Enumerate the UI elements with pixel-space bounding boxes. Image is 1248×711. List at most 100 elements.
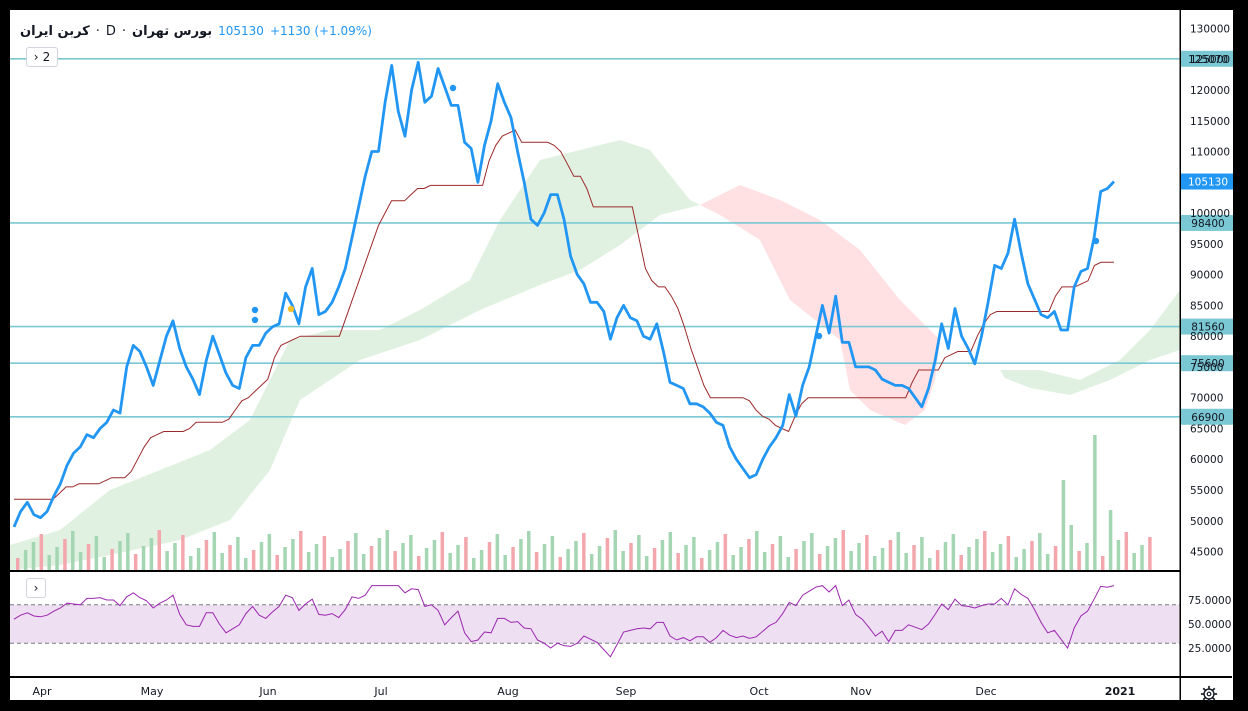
volume-bar <box>1148 537 1152 570</box>
volume-bar <box>935 550 940 570</box>
x-tick-label: May <box>141 685 164 698</box>
y-tick-label: 50000 <box>1190 516 1223 528</box>
volume-bar <box>188 556 193 570</box>
last-price-label-bg <box>1181 173 1233 190</box>
x-tick-label: 2021 <box>1105 685 1136 698</box>
volume-bar <box>731 555 735 570</box>
volume-bar <box>621 551 625 570</box>
chevron-right-icon: › <box>33 50 39 64</box>
volume-bar <box>786 557 790 570</box>
volume-bar <box>299 531 303 570</box>
volume-bar <box>330 557 334 570</box>
volume-bar <box>1053 546 1058 570</box>
volume-bar <box>479 550 484 570</box>
indicators-toggle[interactable]: › 2 <box>26 47 58 67</box>
level-label-bg <box>1181 214 1233 231</box>
volume-bar <box>361 554 366 570</box>
volume-bar <box>574 541 578 570</box>
volume-bar <box>825 546 830 570</box>
volume-bar <box>503 555 507 570</box>
volume-bar <box>794 549 798 570</box>
volume-bar <box>519 539 523 570</box>
y-tick-label: 130000 <box>1190 23 1230 35</box>
level-label: 66900 <box>1191 412 1224 424</box>
y-tick-label: 80000 <box>1190 331 1223 343</box>
volume-bar <box>629 543 633 570</box>
volume-bar <box>133 554 138 570</box>
volume-bar <box>338 549 342 570</box>
level-label: 81560 <box>1191 322 1224 334</box>
y-tick-label: 60000 <box>1190 454 1223 466</box>
volume-bar <box>888 540 893 570</box>
level-label-bg <box>1181 50 1233 67</box>
y-tick-label: 45000 <box>1190 547 1223 559</box>
rsi-line <box>13 584 1115 658</box>
gear-icon[interactable] <box>1200 685 1218 703</box>
indicators-count: 2 <box>42 50 51 64</box>
volume-bar <box>424 548 429 570</box>
price-series-line <box>12 60 1116 528</box>
symbol-name[interactable]: كربن ايران <box>20 23 90 39</box>
volume-bar <box>110 549 114 570</box>
chevron-right-icon: › <box>33 581 39 595</box>
volume-bar <box>78 552 83 570</box>
y-tick-label: 70000 <box>1190 393 1223 405</box>
volume-bar <box>275 555 279 570</box>
y-tick-label: 65000 <box>1190 423 1223 435</box>
level-label: 98400 <box>1191 218 1224 230</box>
interval-label[interactable]: D <box>105 23 116 39</box>
volume-bar <box>495 534 500 570</box>
y-tick-label: 100000 <box>1190 208 1230 220</box>
signal-marker <box>251 316 259 324</box>
volume-bar <box>849 551 853 570</box>
volume-bar <box>723 534 728 570</box>
volume-bar <box>542 544 547 570</box>
volume-bar <box>778 536 783 570</box>
signal-marker <box>251 306 259 314</box>
volume-bar <box>613 530 618 570</box>
volume-bar <box>228 545 232 570</box>
volume-bar <box>267 534 272 570</box>
volume-bar <box>39 534 44 570</box>
volume-bar <box>841 530 846 570</box>
volume-bar <box>762 552 767 570</box>
volume-bar <box>322 536 327 570</box>
rsi-band <box>10 604 1180 644</box>
level-label: 75600 <box>1191 358 1224 370</box>
volume-bar <box>1022 549 1026 570</box>
y-tick-label: 75000 <box>1190 362 1223 374</box>
volume-bar <box>181 535 185 570</box>
volume-bar <box>63 539 67 570</box>
volume-bar <box>487 542 492 570</box>
volume-bar <box>314 544 319 570</box>
volume-bar <box>71 531 75 570</box>
volume-bar <box>998 544 1003 570</box>
level-label-bg <box>1181 408 1233 425</box>
rsi-toggle[interactable]: › <box>26 578 46 598</box>
volume-bar <box>652 548 657 570</box>
volume-bar <box>920 537 924 570</box>
volume-bar <box>676 553 680 570</box>
volume-bar <box>369 546 374 570</box>
volume-bar <box>377 538 382 570</box>
volume-bar <box>644 556 649 570</box>
volume-bar <box>1030 541 1034 570</box>
volume-bar <box>967 547 971 570</box>
volume-bar <box>700 558 704 570</box>
volume-bar <box>582 533 586 570</box>
last-price: 105130 <box>218 24 264 38</box>
volume-bar <box>817 554 822 570</box>
volume-bar <box>102 557 106 570</box>
last-price-label: 105130 <box>1188 177 1228 189</box>
volume-bar <box>880 548 885 570</box>
volume-bar <box>1077 551 1081 570</box>
y-tick-label: 120000 <box>1190 85 1230 97</box>
volume-bar <box>118 541 122 570</box>
volume-bar <box>755 531 759 570</box>
volume-bar <box>865 535 869 570</box>
separator: · <box>95 23 100 39</box>
volume-bar <box>220 553 224 570</box>
volume-bar <box>660 540 665 570</box>
